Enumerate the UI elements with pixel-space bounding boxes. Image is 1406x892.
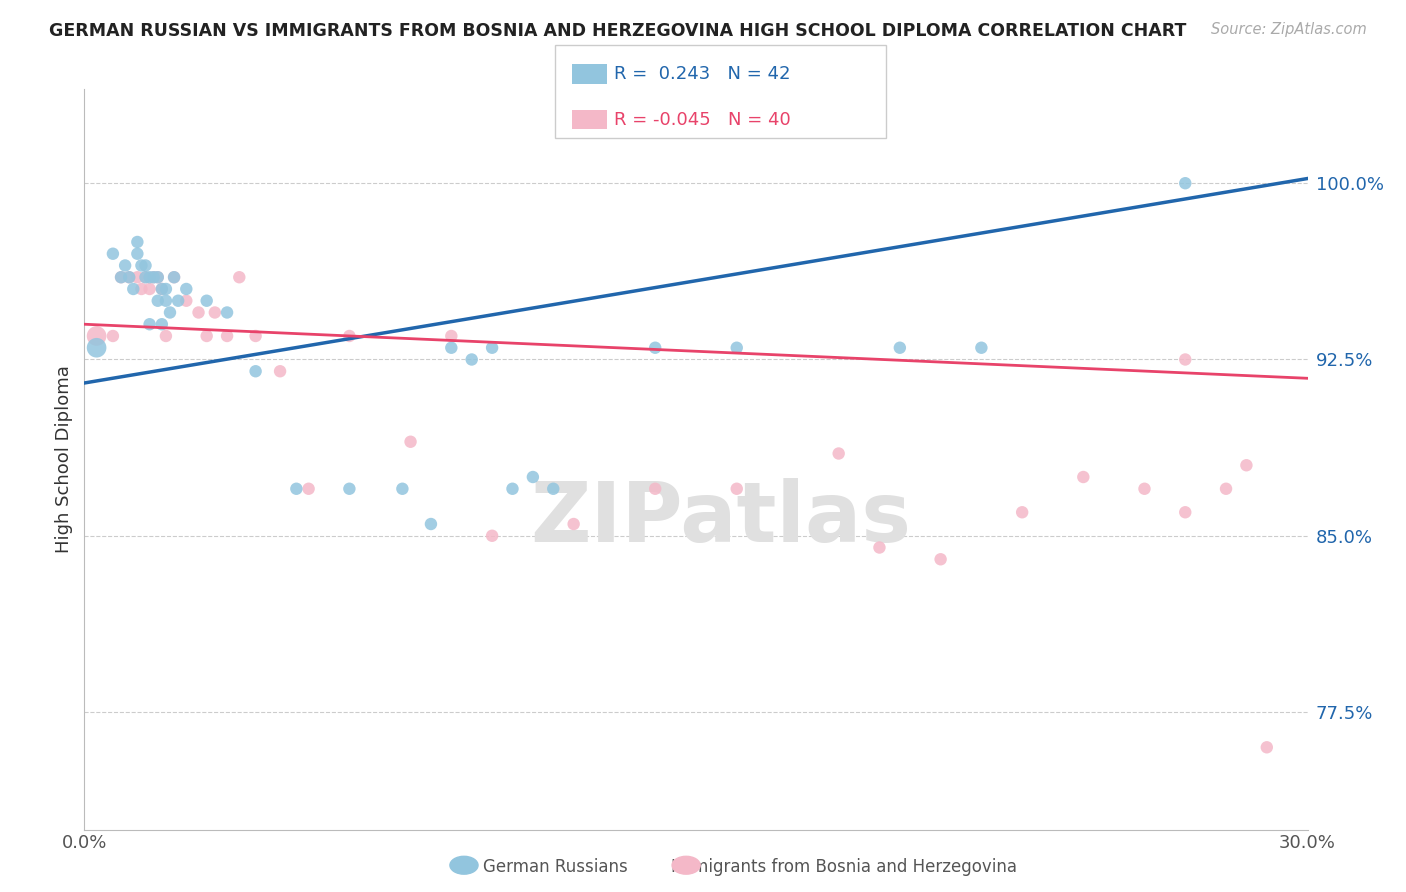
Point <box>339 482 361 496</box>
Point <box>1011 505 1033 519</box>
Point <box>163 270 186 285</box>
Point <box>127 235 149 249</box>
Point <box>174 293 197 308</box>
Point <box>142 270 165 285</box>
Point <box>217 329 239 343</box>
Point <box>195 293 218 308</box>
Point <box>150 317 173 331</box>
Point <box>146 293 169 308</box>
Point <box>1174 505 1197 519</box>
Point <box>118 270 141 285</box>
Point <box>127 270 149 285</box>
Point <box>1073 470 1095 484</box>
Point <box>1133 482 1156 496</box>
Point <box>101 329 124 343</box>
Point <box>298 482 321 496</box>
Point <box>86 341 108 355</box>
Point <box>502 482 524 496</box>
Point <box>146 270 169 285</box>
Point <box>131 282 153 296</box>
Point <box>131 259 153 273</box>
Point <box>929 552 952 566</box>
Point <box>110 270 132 285</box>
Point <box>889 341 911 355</box>
Point <box>110 270 132 285</box>
Point <box>155 329 177 343</box>
Point <box>138 317 160 331</box>
Point <box>285 482 308 496</box>
Point <box>828 446 851 460</box>
Point <box>481 341 503 355</box>
Point <box>1256 740 1278 755</box>
Point <box>1174 176 1197 190</box>
Text: R = -0.045   N = 40: R = -0.045 N = 40 <box>614 111 792 128</box>
Point <box>461 352 484 367</box>
Point <box>146 270 169 285</box>
Point <box>150 282 173 296</box>
Point <box>86 329 108 343</box>
Point <box>138 270 160 285</box>
Point <box>150 282 173 296</box>
Point <box>543 482 565 496</box>
Point <box>481 529 503 543</box>
Point <box>135 270 157 285</box>
Text: R =  0.243   N = 42: R = 0.243 N = 42 <box>614 65 792 83</box>
Point <box>135 259 157 273</box>
Point <box>420 516 443 531</box>
Point <box>228 270 250 285</box>
Point <box>135 270 157 285</box>
Point <box>167 293 190 308</box>
Point <box>869 541 891 555</box>
Text: GERMAN RUSSIAN VS IMMIGRANTS FROM BOSNIA AND HERZEGOVINA HIGH SCHOOL DIPLOMA COR: GERMAN RUSSIAN VS IMMIGRANTS FROM BOSNIA… <box>49 22 1187 40</box>
Point <box>138 282 160 296</box>
Point <box>155 282 177 296</box>
Point <box>114 259 136 273</box>
Point <box>217 305 239 319</box>
Point <box>101 246 124 260</box>
Point <box>269 364 291 378</box>
Point <box>725 482 748 496</box>
Point <box>339 329 361 343</box>
Point <box>399 434 422 449</box>
Point <box>245 364 267 378</box>
Y-axis label: High School Diploma: High School Diploma <box>55 366 73 553</box>
Point <box>174 282 197 296</box>
Text: German Russians: German Russians <box>484 858 627 876</box>
Point <box>1215 482 1237 496</box>
Point <box>1236 458 1258 473</box>
Point <box>644 341 666 355</box>
Point <box>163 270 186 285</box>
Point <box>118 270 141 285</box>
Point <box>155 293 177 308</box>
Point <box>127 246 149 260</box>
Point <box>391 482 413 496</box>
Point <box>562 516 585 531</box>
Point <box>725 341 748 355</box>
Point <box>440 329 463 343</box>
Point <box>187 305 209 319</box>
Point <box>142 270 165 285</box>
Point <box>1174 352 1197 367</box>
Point <box>122 282 145 296</box>
Point <box>204 305 226 319</box>
Point <box>644 482 666 496</box>
Point <box>195 329 218 343</box>
Point <box>522 470 544 484</box>
Text: ZIPatlas: ZIPatlas <box>530 478 911 559</box>
Text: Source: ZipAtlas.com: Source: ZipAtlas.com <box>1211 22 1367 37</box>
Point <box>245 329 267 343</box>
Point <box>440 341 463 355</box>
Text: Immigrants from Bosnia and Herzegovina: Immigrants from Bosnia and Herzegovina <box>671 858 1017 876</box>
Point <box>970 341 993 355</box>
Point <box>159 305 181 319</box>
